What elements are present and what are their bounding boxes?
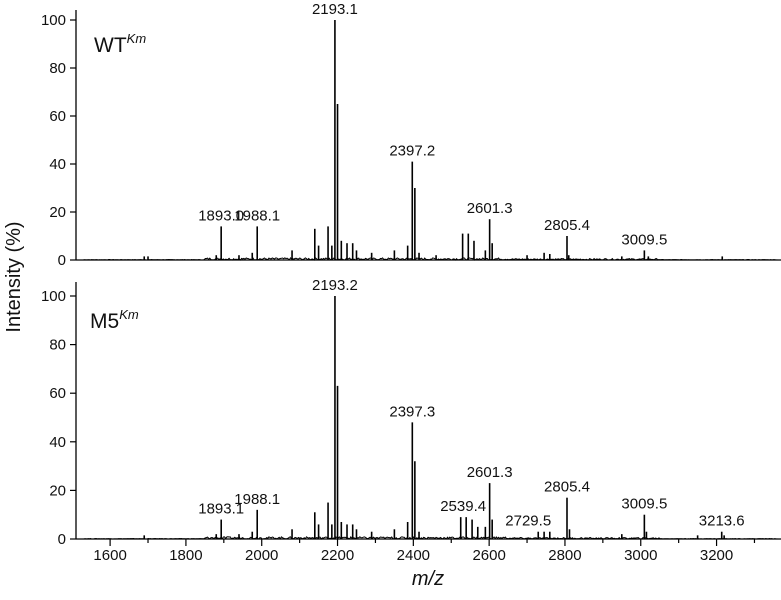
peak-label: 2805.4 [544, 217, 590, 234]
wt-y-ticks: 0 20 40 60 80 100 [41, 12, 76, 269]
wt-baseline-noise [83, 257, 778, 261]
wt-panel-label: WTKm [94, 31, 146, 57]
y-tick-label: 80 [49, 337, 66, 354]
baseline-noise-trace [83, 257, 778, 261]
peak-label: 2193.2 [312, 277, 358, 294]
x-tick-label: 2600 [472, 547, 505, 564]
y-tick-label: 20 [49, 482, 66, 499]
peak-label: 2729.5 [505, 513, 551, 530]
y-tick-label: 0 [58, 531, 66, 548]
y-tick-label: 60 [49, 385, 66, 402]
x-tick-label: 3000 [624, 547, 657, 564]
peak-label: 2805.4 [544, 479, 590, 496]
y-tick-label: 60 [49, 108, 66, 125]
peak-label: 2397.3 [389, 403, 435, 420]
x-tick-label: 2000 [245, 547, 278, 564]
y-tick-label: 100 [41, 288, 66, 305]
y-tick-label: 80 [49, 60, 66, 77]
peak-label: 3009.5 [621, 231, 667, 248]
peak-label: 3213.6 [699, 513, 745, 530]
m5-y-ticks: 0 20 40 60 80 100 [41, 288, 76, 548]
peak-label: 2601.3 [467, 200, 513, 217]
y-tick-label: 40 [49, 156, 66, 173]
x-tick-label: 2800 [548, 547, 581, 564]
y-tick-label: 20 [49, 204, 66, 221]
m5-baseline-noise [83, 536, 778, 540]
peak-label: 3009.5 [621, 496, 667, 513]
m5-panel-label: M5Km [90, 307, 139, 333]
peak-label: 2539.4 [440, 498, 486, 515]
peak-label: 1988.1 [234, 207, 280, 224]
y-tick-label: 100 [41, 12, 66, 29]
x-tick-label: 1800 [169, 547, 202, 564]
x-ticks: 1600 1800 2000 2200 2400 2600 2800 3000 3200 [93, 539, 756, 564]
peak-label: 2397.2 [389, 143, 435, 160]
y-tick-label: 40 [49, 434, 66, 451]
peak-label: 1988.1 [234, 491, 280, 508]
x-tick-label: 2400 [397, 547, 430, 564]
peak-label: 1893.0 [198, 207, 244, 224]
peak-label: 2193.1 [312, 1, 358, 18]
peak-label: 1893.1 [198, 501, 244, 518]
peak-label: 2601.3 [467, 464, 513, 481]
x-axis-title: m/z [412, 568, 444, 590]
x-tick-label: 2200 [321, 547, 354, 564]
x-tick-label: 1600 [93, 547, 126, 564]
baseline-noise-trace [83, 536, 778, 540]
y-tick-label: 0 [58, 252, 66, 269]
y-axis-title: Intensity (%) [3, 221, 25, 332]
x-tick-label: 3200 [700, 547, 733, 564]
